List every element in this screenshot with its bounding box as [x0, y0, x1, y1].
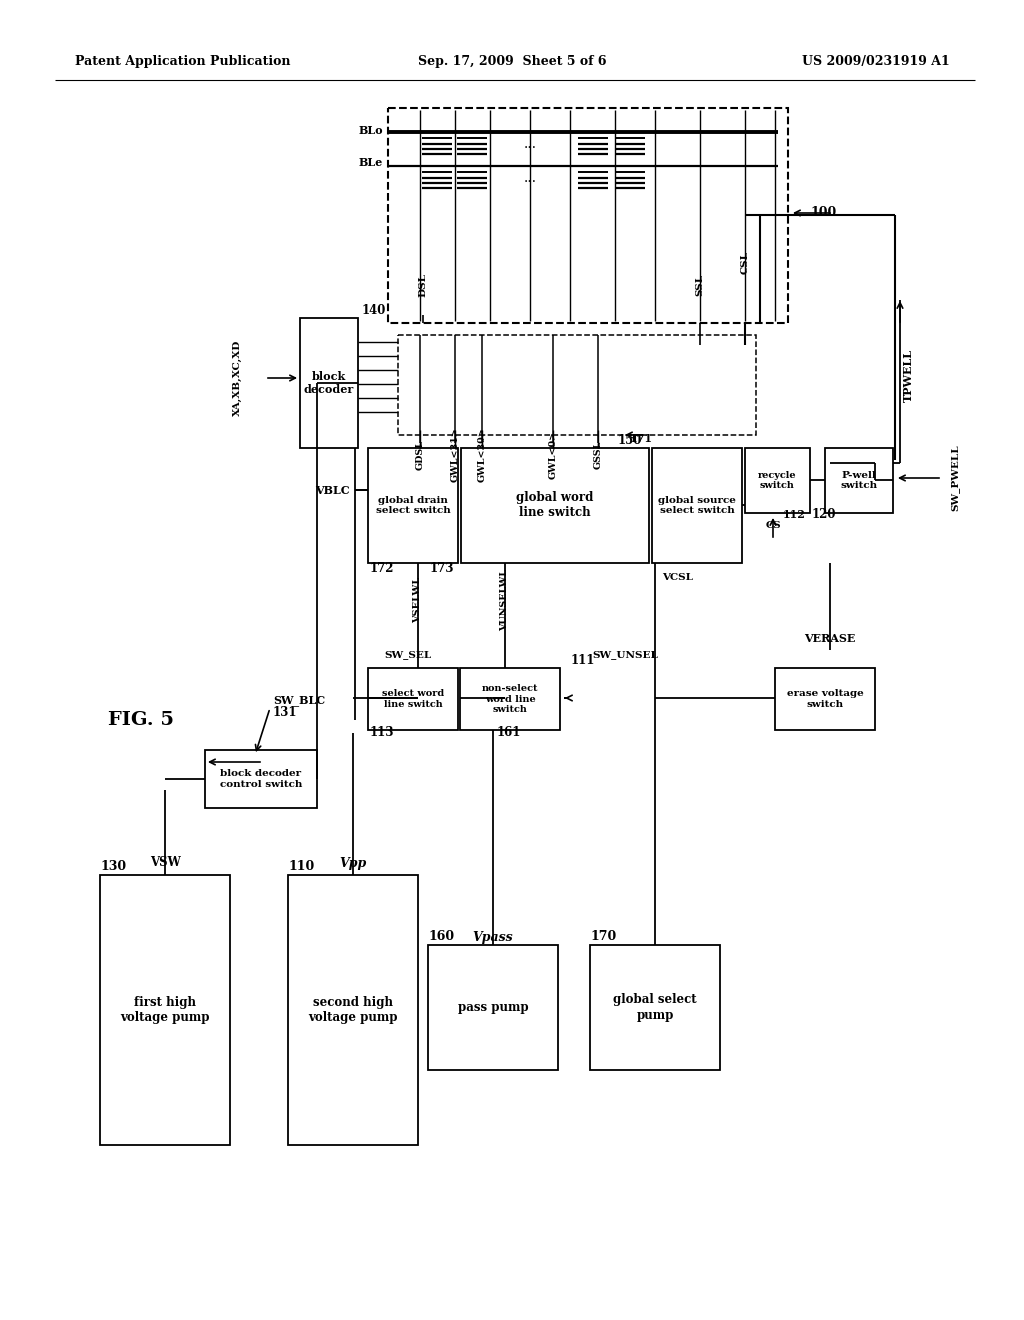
Text: 130: 130: [100, 861, 126, 874]
Text: 171: 171: [630, 433, 653, 444]
Text: 161: 161: [497, 726, 521, 739]
Text: BLo: BLo: [358, 124, 383, 136]
Text: 173: 173: [430, 561, 455, 574]
Text: SW_SEL: SW_SEL: [384, 651, 432, 660]
Text: SSL: SSL: [695, 275, 705, 296]
Bar: [300, 318, 358, 447]
Bar: [590, 945, 720, 1071]
Text: Vpass: Vpass: [473, 931, 513, 944]
Text: VSELWL: VSELWL: [414, 577, 423, 623]
Text: second high
voltage pump: second high voltage pump: [308, 997, 397, 1024]
Text: 112: 112: [783, 508, 806, 520]
Text: SW_PWELL: SW_PWELL: [950, 445, 959, 511]
Text: VSW: VSW: [150, 857, 180, 870]
Text: erase voltage
switch: erase voltage switch: [786, 689, 863, 709]
Bar: [460, 668, 560, 730]
Bar: [388, 108, 788, 323]
Text: VERASE: VERASE: [804, 632, 856, 644]
Bar: [205, 750, 317, 808]
Bar: [745, 447, 810, 513]
Text: 172: 172: [370, 561, 394, 574]
Text: VCSL: VCSL: [662, 573, 693, 582]
Text: 140: 140: [362, 304, 386, 317]
Text: VUNSELWL: VUNSELWL: [501, 569, 510, 631]
Text: CS: CS: [765, 520, 781, 529]
Text: global source
select switch: global source select switch: [658, 496, 736, 515]
Text: global word
line switch: global word line switch: [516, 491, 594, 520]
Bar: [100, 875, 230, 1144]
Text: US 2009/0231919 A1: US 2009/0231919 A1: [802, 55, 950, 69]
Text: block decoder
control switch: block decoder control switch: [220, 770, 302, 789]
Text: GDSL: GDSL: [416, 440, 425, 470]
Text: GWL<31>: GWL<31>: [451, 428, 460, 482]
Text: DSL: DSL: [419, 273, 427, 297]
Text: 110: 110: [288, 861, 314, 874]
Text: TPWELL: TPWELL: [902, 348, 913, 401]
Text: 120: 120: [812, 507, 837, 520]
Text: CSL: CSL: [740, 251, 750, 273]
Text: 170: 170: [590, 931, 616, 944]
Text: SW_BLC: SW_BLC: [273, 694, 326, 705]
Text: block
decoder: block decoder: [304, 371, 354, 395]
Text: non-select
word line
switch: non-select word line switch: [481, 684, 539, 714]
Bar: [368, 668, 458, 730]
Text: 111: 111: [570, 653, 595, 667]
Text: ···: ···: [523, 176, 537, 189]
Text: pass pump: pass pump: [458, 1001, 528, 1014]
Text: P-well
switch: P-well switch: [841, 471, 878, 490]
Text: GWL<30>: GWL<30>: [477, 428, 486, 482]
Bar: [398, 335, 756, 436]
Text: 100: 100: [810, 206, 837, 219]
Bar: [652, 447, 742, 564]
Text: ···: ···: [523, 141, 537, 154]
Text: SW_UNSEL: SW_UNSEL: [592, 651, 658, 660]
Bar: [825, 447, 893, 513]
Text: GSSL: GSSL: [594, 441, 602, 469]
Text: VBLC: VBLC: [315, 484, 350, 495]
Bar: [428, 945, 558, 1071]
Text: 160: 160: [428, 931, 454, 944]
Text: Patent Application Publication: Patent Application Publication: [75, 55, 291, 69]
Bar: [775, 668, 874, 730]
Text: global drain
select switch: global drain select switch: [376, 496, 451, 515]
Text: GWL<0>: GWL<0>: [549, 430, 557, 479]
Bar: [368, 447, 458, 564]
Text: global select
pump: global select pump: [613, 994, 696, 1022]
Text: recycle
switch: recycle switch: [758, 471, 797, 490]
Text: XA,XB,XC,XD: XA,XB,XC,XD: [232, 339, 242, 416]
Text: first high
voltage pump: first high voltage pump: [120, 997, 210, 1024]
Text: select word
line switch: select word line switch: [382, 689, 444, 709]
Text: Sep. 17, 2009  Sheet 5 of 6: Sep. 17, 2009 Sheet 5 of 6: [418, 55, 606, 69]
Text: Vpp: Vpp: [339, 857, 367, 870]
Text: 150: 150: [618, 433, 642, 446]
Bar: [288, 875, 418, 1144]
Text: FIG. 5: FIG. 5: [108, 711, 174, 729]
Bar: [461, 447, 649, 564]
Text: BLe: BLe: [358, 157, 383, 169]
Text: 113: 113: [370, 726, 394, 739]
Text: 131: 131: [273, 706, 298, 719]
